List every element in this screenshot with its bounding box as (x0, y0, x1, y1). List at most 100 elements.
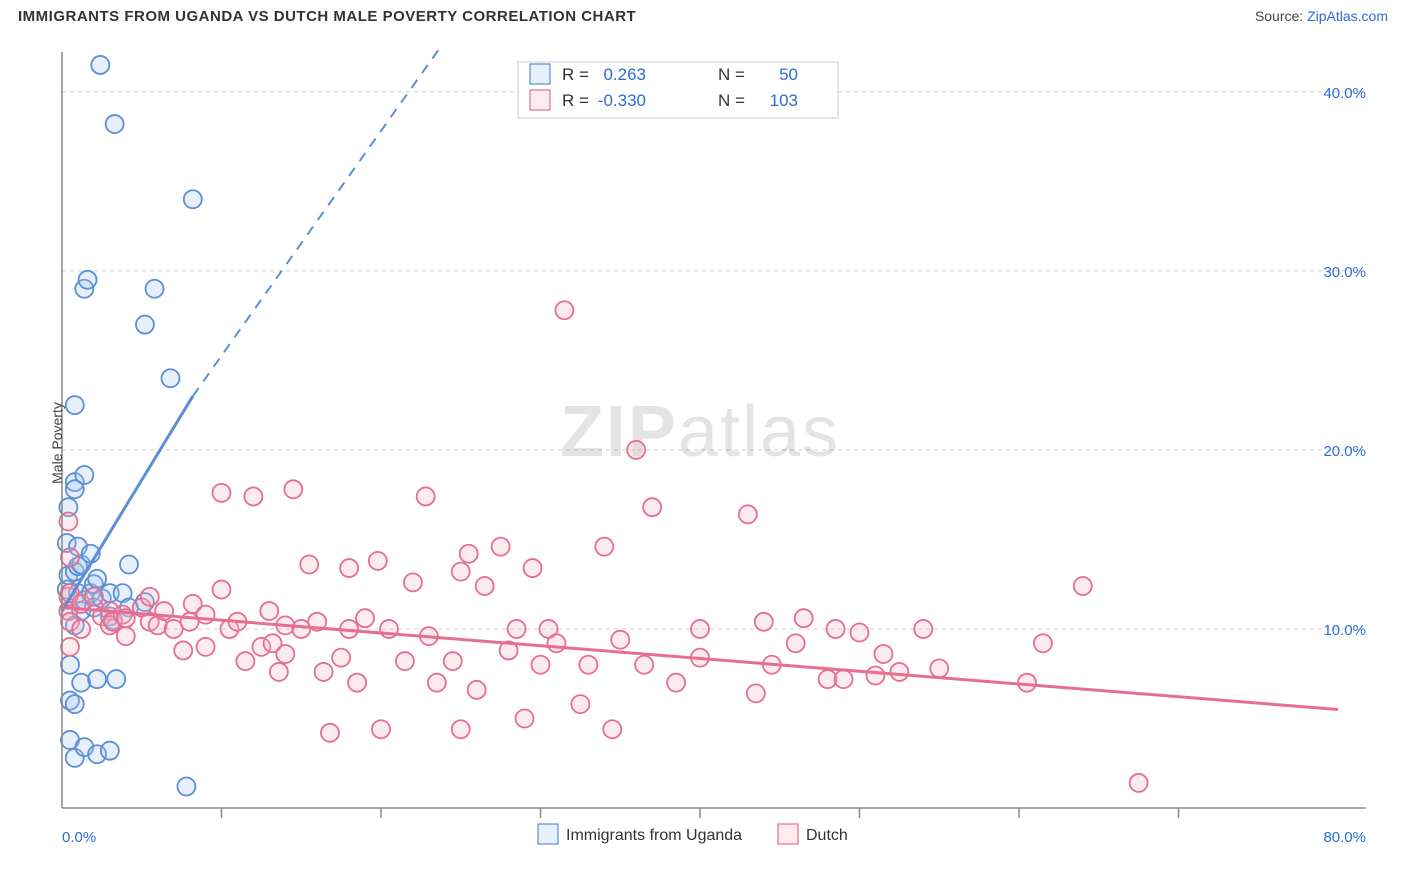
scatter-point (396, 652, 414, 670)
legend-series-label: Dutch (806, 827, 848, 844)
scatter-point (120, 555, 138, 573)
scatter-point (88, 570, 106, 588)
scatter-point (508, 620, 526, 638)
y-axis-label: Male Poverty (49, 402, 65, 484)
scatter-point (284, 480, 302, 498)
scatter-point (755, 613, 773, 631)
scatter-point (739, 505, 757, 523)
scatter-point (643, 498, 661, 516)
source-link[interactable]: ZipAtlas.com (1307, 8, 1388, 24)
scatter-point (356, 609, 374, 627)
scatter-point (141, 588, 159, 606)
legend-series-label: Immigrants from Uganda (566, 827, 742, 844)
scatter-point (516, 709, 534, 727)
x-tick-label: 0.0% (62, 829, 96, 846)
legend-swatch (530, 90, 550, 110)
scatter-point (1034, 634, 1052, 652)
scatter-point (595, 538, 613, 556)
scatter-point (851, 624, 869, 642)
scatter-point (213, 484, 231, 502)
scatter-point (75, 466, 93, 484)
scatter-point (874, 645, 892, 663)
scatter-point (61, 638, 79, 656)
scatter-point (532, 656, 550, 674)
scatter-point (321, 724, 339, 742)
scatter-point (66, 695, 84, 713)
trend-line (62, 396, 193, 611)
chart-title: IMMIGRANTS FROM UGANDA VS DUTCH MALE POV… (18, 8, 636, 25)
scatter-point (579, 656, 597, 674)
scatter-point (332, 649, 350, 667)
scatter-point (270, 663, 288, 681)
scatter-point (348, 674, 366, 692)
legend-r-value: 0.263 (603, 65, 646, 84)
scatter-point (260, 602, 278, 620)
legend-n-value: 50 (779, 65, 798, 84)
scatter-point (452, 720, 470, 738)
x-tick-label: 80.0% (1323, 829, 1366, 846)
watermark: ZIPatlas (560, 392, 840, 472)
trend-line-extrapolated (193, 48, 477, 396)
y-tick-label: 30.0% (1323, 264, 1366, 281)
scatter-point (369, 552, 387, 570)
legend-swatch (530, 64, 550, 84)
scatter-point (747, 684, 765, 702)
scatter-point (300, 555, 318, 573)
scatter-point (428, 674, 446, 692)
scatter-point (61, 656, 79, 674)
scatter-point (177, 778, 195, 796)
legend-r-label: R = (562, 65, 589, 84)
scatter-point (174, 641, 192, 659)
scatter-point (213, 581, 231, 599)
y-tick-label: 10.0% (1323, 622, 1366, 639)
scatter-point (79, 271, 97, 289)
scatter-point (197, 638, 215, 656)
scatter-point (1130, 774, 1148, 792)
scatter-point (914, 620, 932, 638)
scatter-point (492, 538, 510, 556)
scatter-point (72, 620, 90, 638)
scatter-point (85, 588, 103, 606)
scatter-point (372, 720, 390, 738)
scatter-point (476, 577, 494, 595)
scatter-point (236, 652, 254, 670)
scatter-point (117, 627, 135, 645)
scatter-point (101, 742, 119, 760)
scatter-point (106, 115, 124, 133)
scatter-point (452, 563, 470, 581)
scatter-point (340, 559, 358, 577)
legend-r-value: -0.330 (598, 91, 646, 110)
legend-n-value: 103 (770, 91, 798, 110)
scatter-point (930, 659, 948, 677)
source-label: Source: (1255, 8, 1303, 24)
scatter-point (276, 645, 294, 663)
scatter-point (417, 487, 435, 505)
y-tick-label: 20.0% (1323, 443, 1366, 460)
y-tick-label: 40.0% (1323, 85, 1366, 102)
legend-n-label: N = (718, 65, 745, 84)
legend-r-label: R = (562, 91, 589, 110)
scatter-point (315, 663, 333, 681)
scatter-point (404, 573, 422, 591)
scatter-point (635, 656, 653, 674)
scatter-point (603, 720, 621, 738)
scatter-point (627, 441, 645, 459)
scatter-point (66, 396, 84, 414)
scatter-point (136, 316, 154, 334)
scatter-point (890, 663, 908, 681)
scatter-point (611, 631, 629, 649)
legend-swatch (538, 824, 558, 844)
scatter-point (795, 609, 813, 627)
source: Source: ZipAtlas.com (1255, 8, 1388, 24)
scatter-point (460, 545, 478, 563)
scatter-point (547, 634, 565, 652)
legend-swatch (778, 824, 798, 844)
scatter-point (571, 695, 589, 713)
scatter-point (1074, 577, 1092, 595)
scatter-point (61, 548, 79, 566)
scatter-point (667, 674, 685, 692)
scatter-point (244, 487, 262, 505)
scatter-point (866, 667, 884, 685)
scatter-point (72, 674, 90, 692)
scatter-point (555, 301, 573, 319)
